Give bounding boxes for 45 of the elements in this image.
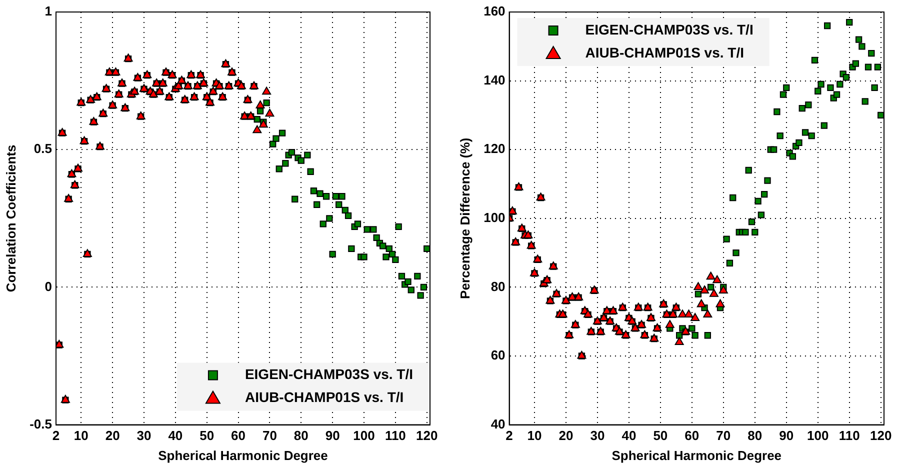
legend-label: AIUB-CHAMP01S vs. T/I	[585, 44, 744, 60]
x-tick-label: 10	[74, 428, 88, 444]
y-tick-label: 100	[484, 210, 506, 225]
x-tick-label: 30	[590, 428, 605, 444]
x-axis-title: Spherical Harmonic Degree	[158, 448, 328, 463]
y-tick-label: -0.5	[30, 416, 52, 432]
y-tick-label: 40	[490, 416, 506, 432]
x-tick-label: 20	[105, 428, 120, 444]
y-tick-label: 60	[490, 348, 506, 363]
x-tick-label: 100	[353, 428, 375, 444]
x-axis-title: Spherical Harmonic Degree	[612, 448, 782, 463]
y-axis-title: Correlation Coefficients	[3, 144, 18, 292]
x-tick-label: 120	[870, 428, 892, 444]
x-tick-label: 30	[136, 428, 152, 444]
x-tick-label: 110	[838, 428, 860, 444]
x-tick-label: 80	[294, 428, 308, 444]
x-tick-label: 110	[384, 428, 406, 444]
legend-label: EIGEN-CHAMP03S vs. T/I	[244, 366, 414, 382]
y-tick-label: 80	[490, 278, 506, 294]
y-tick-label: 1	[44, 4, 52, 19]
x-tick-label: 90	[779, 428, 794, 444]
y-tick-label: 120	[484, 141, 506, 156]
y-tick-label: 0	[44, 278, 52, 294]
x-tick-label: 40	[168, 428, 183, 444]
x-tick-label: 70	[716, 428, 731, 444]
x-tick-label: 120	[416, 428, 438, 444]
x-tick-label: 60	[231, 428, 246, 444]
x-tick-label: 2	[52, 428, 60, 444]
x-tick-label: 80	[748, 428, 762, 444]
x-tick-label: 20	[558, 428, 574, 444]
x-tick-label: 90	[325, 428, 340, 444]
y-tick-label: 140	[484, 72, 506, 88]
x-tick-label: 60	[684, 428, 700, 444]
x-tick-label: 2	[506, 428, 513, 444]
legend-label: EIGEN-CHAMP03S vs. T/I	[585, 21, 754, 38]
y-axis-title: Percentage Difference (%)	[457, 138, 472, 299]
x-tick-label: 70	[262, 428, 277, 444]
y-tick-label: 0.5	[34, 141, 52, 156]
x-tick-label: 50	[653, 428, 668, 444]
x-tick-label: 50	[200, 428, 214, 444]
y-tick-label: 160	[484, 4, 506, 19]
legend-label: AIUB-CHAMP01S vs. T/I	[244, 389, 404, 406]
x-tick-label: 100	[807, 428, 829, 444]
x-tick-label: 10	[527, 428, 542, 444]
x-tick-label: 40	[622, 428, 636, 444]
